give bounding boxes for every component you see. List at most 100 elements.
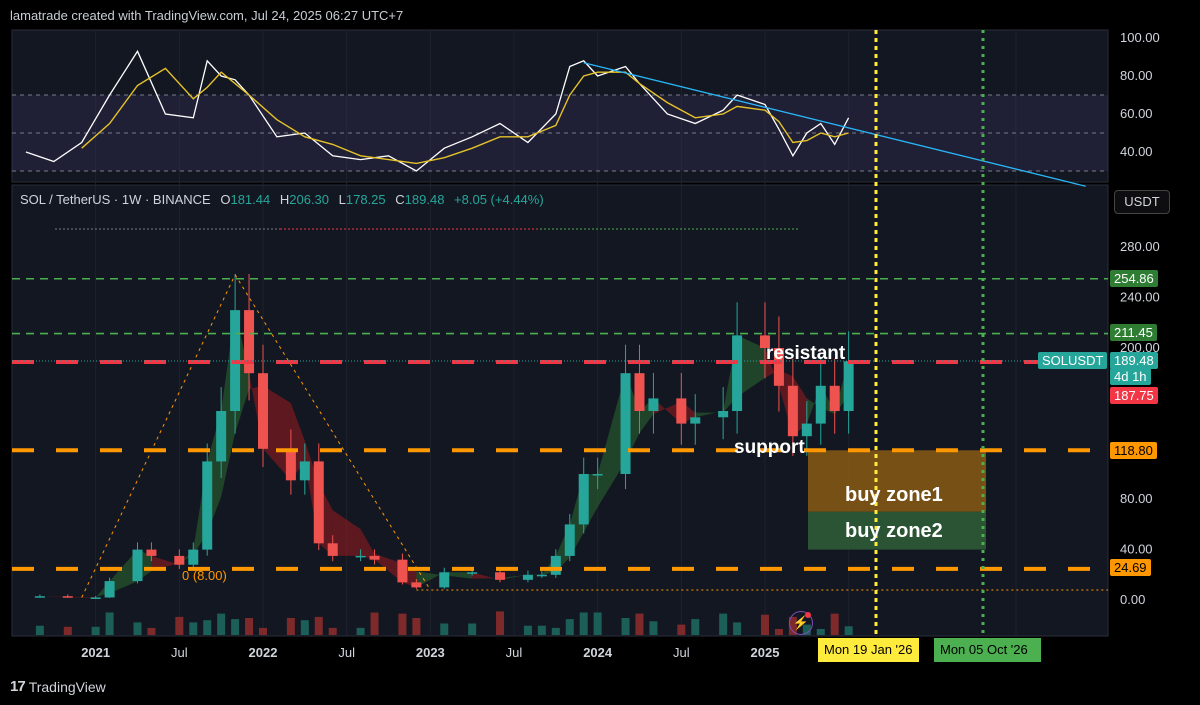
candle-body [397, 559, 408, 583]
candle-body [34, 596, 45, 598]
brand-name: TradingView [28, 678, 106, 695]
fib-zero-label: 0 (8.00) [182, 568, 227, 583]
candle-body [536, 574, 547, 577]
tradingview-brand[interactable]: 17 TradingView [10, 678, 106, 695]
current-price-tag: 189.48 [1110, 352, 1158, 369]
open-label: O [220, 192, 231, 207]
open-value: 181.44 [230, 192, 271, 207]
low-label: L [338, 192, 346, 207]
volume-bar [649, 621, 658, 635]
candle-body [327, 543, 338, 556]
tradingview-logo-icon: 17 [10, 678, 26, 695]
candle-body [843, 361, 854, 411]
volume-bar [105, 612, 114, 635]
volume-bar [314, 616, 323, 635]
currency-button[interactable]: USDT [1114, 190, 1170, 214]
volume-bar [147, 627, 156, 635]
volume-bar [245, 618, 254, 635]
x-tick-label: 2021 [81, 645, 110, 660]
candle-body [202, 461, 213, 550]
candle-body [690, 417, 701, 424]
candle-body [216, 411, 227, 462]
candle-body [732, 335, 743, 411]
candle-body [439, 572, 450, 588]
close-value: 189.48 [404, 192, 445, 207]
candle-body [90, 597, 101, 599]
rsi-ma-line [81, 67, 849, 165]
x-tick-label: Jul [338, 645, 355, 660]
x-tick-label: Jul [171, 645, 188, 660]
candle-body [104, 581, 115, 598]
volume-bar [217, 613, 226, 635]
volume-bar [830, 613, 839, 635]
ma-cloud-segment [416, 571, 445, 588]
candle-body [676, 398, 687, 424]
volume-bar [356, 627, 365, 635]
volume-bar [760, 614, 769, 635]
price-y-tick: 0.00 [1120, 592, 1145, 607]
candle-body [467, 572, 478, 574]
symbol-label: SOL / TetherUS · 1W · BINANCE [20, 192, 211, 207]
high-value: 206.30 [289, 192, 330, 207]
candle-body [355, 555, 366, 558]
volume-bar [370, 612, 379, 635]
volume-bar [691, 619, 700, 635]
ma-cloud-segment [109, 549, 138, 594]
volume-bar [91, 626, 100, 635]
candle-body [522, 574, 533, 580]
ma-cloud-segment [695, 411, 724, 418]
rsi-trendline [583, 62, 1086, 187]
volume-bar [412, 618, 421, 635]
volume-bar [300, 620, 309, 635]
volume-bar [203, 620, 212, 635]
price-tag-254: 254.86 [1110, 270, 1158, 287]
price-tag-118: 118.80 [1110, 442, 1157, 459]
volume-bar [537, 625, 546, 635]
support-label: support [734, 437, 805, 458]
rsi-y-tick: 80.00 [1120, 68, 1153, 83]
low-value: 178.25 [345, 192, 386, 207]
ma-cloud-segment [262, 385, 291, 481]
ma-cloud-segment [472, 572, 501, 580]
x-tick-label: 2022 [249, 645, 278, 660]
ma-cloud-segment [806, 385, 821, 424]
candle-body [648, 398, 659, 411]
price-y-tick: 80.00 [1120, 491, 1153, 506]
candle-body [759, 335, 770, 348]
volume-bar [133, 622, 142, 635]
candle-body [815, 385, 826, 424]
rsi-y-tick: 40.00 [1120, 144, 1153, 159]
symbol-tag: SOLUSDT [1038, 352, 1108, 369]
rsi-line [25, 49, 850, 172]
candle-body [550, 555, 561, 575]
price-y-tick: 240.00 [1120, 290, 1160, 305]
volume-bar [328, 627, 337, 635]
volume-bar [733, 622, 742, 635]
volume-bar [719, 613, 728, 635]
candle-body [495, 572, 506, 580]
volume-bar [844, 626, 853, 635]
candle-body [369, 555, 380, 560]
ma-cloud-segment [332, 510, 361, 556]
price-y-tick: 280.00 [1120, 239, 1160, 254]
volume-bar [635, 613, 644, 635]
ma-cloud-segment [653, 398, 682, 424]
flash-icon[interactable]: ⚡ [789, 611, 813, 635]
volume-bar [231, 619, 240, 635]
ma-cloud-segment [360, 529, 375, 560]
fib-line-down [234, 274, 431, 591]
x-tick-label: Jul [673, 645, 690, 660]
volume-bar [579, 612, 588, 635]
x-tick-label: 2024 [583, 645, 613, 660]
ma-cloud-segment [500, 574, 528, 580]
candle-body [244, 310, 255, 374]
price-y-tick: 200.00 [1120, 340, 1160, 355]
price-tag-187: 187.75 [1110, 387, 1158, 404]
volume-bar [63, 626, 72, 635]
ma-cloud-segment [374, 553, 403, 583]
buy-zone1-box [808, 450, 986, 512]
price-tag-24: 24.69 [1110, 559, 1151, 576]
notification-dot [805, 612, 811, 618]
